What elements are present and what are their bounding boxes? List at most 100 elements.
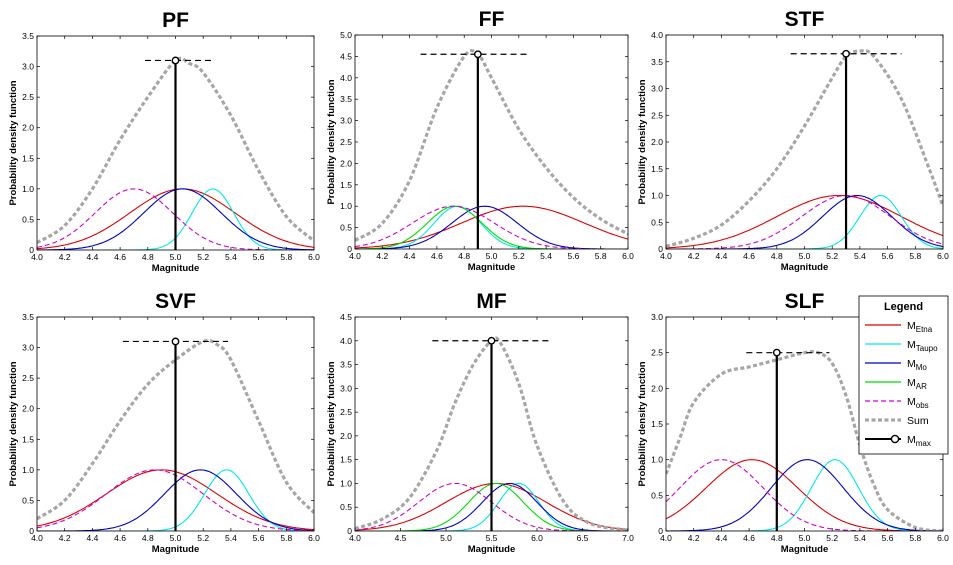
chart-svf: SVF 4.0 4.2 4.4 4.6 4.8 5.0 5.2 5.4 5.6 5.8 6.0 0 0.5… [8, 290, 320, 555]
x-tick-label: 5.2 [197, 533, 209, 543]
curve-m-obs [666, 194, 943, 249]
x-tick-label: 5.8 [280, 533, 292, 543]
x-tick-label: 4.2 [59, 533, 71, 543]
y-axis-label: Probability density function [8, 80, 19, 205]
x-tick-label: 5.4 [540, 251, 552, 261]
y-tick-label: 3.0 [22, 62, 34, 72]
x-tick-label: 4.0 [349, 251, 361, 261]
x-tick-label: 5.8 [909, 533, 921, 543]
x-tick-label: 6.0 [937, 533, 949, 543]
y-tick-label: 1.5 [651, 164, 663, 174]
y-tick-label: 3.0 [651, 312, 663, 322]
curve-m-etna [355, 205, 628, 249]
y-tick-label: 1.5 [651, 419, 663, 429]
mmax-marker [842, 49, 850, 58]
x-tick-label: 5.4 [854, 533, 866, 543]
curve-m-obs [666, 459, 943, 531]
x-tick-label: 5.6 [253, 252, 265, 262]
y-axis-label: Probability density function [326, 361, 337, 486]
x-tick-label: 5.8 [280, 252, 292, 262]
x-tick-label: 4.4 [404, 251, 416, 261]
x-tick-label: 4.6 [114, 252, 126, 262]
curve-m-mo [355, 205, 628, 249]
y-tick-label: 4.5 [340, 51, 352, 61]
x-tick-label: 5.0 [170, 533, 182, 543]
y-tick-label: 2.5 [340, 407, 352, 417]
x-tick-label: 4.2 [688, 533, 700, 543]
y-tick-label: 2.5 [22, 373, 34, 383]
legend-label-subscript: obs [916, 401, 929, 410]
x-axis-label: Magnitude [468, 262, 516, 273]
x-tick-label: 4.0 [349, 533, 361, 543]
x-tick-label: 5.6 [882, 533, 894, 543]
mmax-marker [171, 337, 180, 346]
y-tick-label: 3.0 [340, 383, 352, 393]
x-axis-label: Magnitude [152, 263, 200, 274]
x-tick-label: 5.4 [225, 252, 237, 262]
x-tick-label: 6.5 [577, 533, 589, 543]
x-tick-label: 4.5 [395, 533, 407, 543]
x-tick-label: 5.8 [909, 251, 921, 261]
x-tick-label: 6.0 [937, 251, 949, 261]
curve-m-obs [355, 205, 628, 249]
chart-pf: PF 4.0 4.2 4.4 4.6 4.8 5.0 5.2 5.4 5.6 5.8 6.0 0 0.5 1… [8, 9, 320, 274]
x-tick-label: 6.0 [531, 533, 543, 543]
y-tick-label: 3.0 [651, 84, 663, 94]
curve-m-mo [666, 459, 943, 531]
x-tick-label: 5.5 [486, 533, 498, 543]
y-tick-label: 1.5 [340, 455, 352, 465]
y-tick-label: 1.5 [340, 180, 352, 190]
x-tick-label: 5.2 [197, 252, 209, 262]
x-tick-label: 6.0 [308, 252, 320, 262]
x-tick-label: 4.8 [142, 533, 154, 543]
y-tick-label: 3.5 [22, 31, 34, 41]
y-tick-label: 4.0 [340, 73, 352, 83]
chart-title: MF [476, 290, 506, 313]
mmax-marker [473, 50, 482, 59]
x-tick-label: 5.6 [253, 533, 265, 543]
x-tick-label: 5.6 [567, 251, 579, 261]
curve-m-etna [666, 459, 943, 531]
x-tick-label: 4.0 [660, 251, 672, 261]
curve-m-etna [666, 194, 943, 249]
y-tick-label: 1.5 [22, 434, 34, 444]
y-tick-label: 0.5 [651, 217, 663, 227]
x-tick-label: 5.0 [170, 252, 182, 262]
y-tick-label: 1.0 [22, 184, 34, 194]
y-tick-label: 1.0 [22, 465, 34, 475]
x-tick-label: 5.4 [854, 251, 866, 261]
curve-m-taupo [355, 205, 628, 249]
x-tick-label: 5.0 [799, 251, 811, 261]
x-tick-label: 4.4 [86, 252, 98, 262]
chart-title: FF [479, 8, 505, 31]
chart-mf: MF 4.0 4.5 5.0 5.5 6.0 6.5 7.0 0 0.5 1.0 1.5 2.0 2.5 3… [326, 290, 634, 555]
x-tick-label: 5.4 [225, 533, 237, 543]
x-tick-label: 5.8 [595, 251, 607, 261]
y-tick-label: 0 [29, 526, 34, 536]
x-tick-label: 5.0 [440, 533, 452, 543]
chart-stf: STF 4.0 4.2 4.4 4.6 4.8 5.0 5.2 5.4 5.6 5.8 6.0 0 0.5… [637, 8, 949, 273]
x-tick-label: 4.0 [31, 252, 43, 262]
y-tick-label: 2.0 [340, 158, 352, 168]
curve-sum [37, 56, 314, 245]
chart-title: PF [162, 9, 189, 32]
y-tick-label: 0 [29, 245, 34, 255]
y-tick-label: 5.0 [340, 30, 352, 40]
y-tick-label: 2.0 [651, 383, 663, 393]
y-tick-label: 2.5 [651, 348, 663, 358]
curve-m-ar [355, 205, 628, 249]
y-tick-label: 2.0 [651, 137, 663, 147]
curve-m-taupo [666, 459, 943, 531]
x-tick-label: 4.4 [715, 533, 727, 543]
y-tick-label: 3.0 [22, 343, 34, 353]
y-tick-label: 1.0 [651, 455, 663, 465]
y-tick-label: 3.5 [651, 57, 663, 67]
x-tick-label: 5.6 [882, 251, 894, 261]
y-tick-label: 0.5 [22, 214, 34, 224]
x-tick-label: 5.2 [826, 533, 838, 543]
legend-mmax-marker [890, 434, 900, 444]
x-tick-label: 4.8 [458, 251, 470, 261]
x-axis-label: Magnitude [781, 544, 829, 555]
y-axis-label: Probability density function [8, 361, 19, 486]
y-tick-label: 0 [347, 244, 352, 254]
